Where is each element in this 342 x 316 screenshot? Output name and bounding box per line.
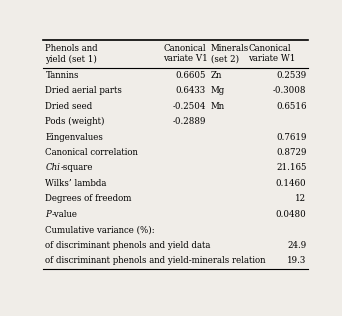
- Text: Wilks’ lambda: Wilks’ lambda: [45, 179, 107, 188]
- Text: Canonical correlation: Canonical correlation: [45, 148, 138, 157]
- Text: Dried seed: Dried seed: [45, 102, 93, 111]
- Text: Pods (weight): Pods (weight): [45, 117, 105, 126]
- Text: -square: -square: [61, 163, 93, 173]
- Text: 0.8729: 0.8729: [276, 148, 306, 157]
- Text: Eingenvalues: Eingenvalues: [45, 133, 103, 142]
- Text: 19.3: 19.3: [287, 256, 306, 265]
- Text: Dried aerial parts: Dried aerial parts: [45, 86, 122, 95]
- Text: P: P: [45, 210, 51, 219]
- Text: 0.0480: 0.0480: [276, 210, 306, 219]
- Text: Zn: Zn: [211, 71, 222, 80]
- Text: Mg: Mg: [211, 86, 225, 95]
- Text: 0.7619: 0.7619: [276, 133, 306, 142]
- Text: Tannins: Tannins: [45, 71, 79, 80]
- Text: -0.3008: -0.3008: [273, 86, 306, 95]
- Text: 0.6605: 0.6605: [175, 71, 206, 80]
- Text: Degrees of freedom: Degrees of freedom: [45, 194, 132, 204]
- Text: 24.9: 24.9: [287, 241, 306, 250]
- Text: of discriminant phenols and yield-minerals relation: of discriminant phenols and yield-minera…: [45, 256, 266, 265]
- Text: Chi: Chi: [45, 163, 60, 173]
- Text: of discriminant phenols and yield data: of discriminant phenols and yield data: [45, 241, 211, 250]
- Text: Phenols and
yield (set 1): Phenols and yield (set 1): [45, 44, 98, 64]
- Text: Minerals
(set 2): Minerals (set 2): [211, 44, 249, 64]
- Text: 0.6433: 0.6433: [176, 86, 206, 95]
- Text: Canonical
variate W1: Canonical variate W1: [248, 44, 295, 64]
- Text: 21.165: 21.165: [276, 163, 306, 173]
- Text: 12: 12: [295, 194, 306, 204]
- Text: Canonical
variate V1: Canonical variate V1: [163, 44, 208, 64]
- Text: Cumulative variance (%):: Cumulative variance (%):: [45, 225, 155, 234]
- Text: 0.1460: 0.1460: [276, 179, 306, 188]
- Text: -0.2504: -0.2504: [172, 102, 206, 111]
- Text: Mn: Mn: [211, 102, 225, 111]
- Text: 0.6516: 0.6516: [276, 102, 306, 111]
- Text: -0.2889: -0.2889: [172, 117, 206, 126]
- Text: 0.2539: 0.2539: [276, 71, 306, 80]
- Text: -value: -value: [52, 210, 78, 219]
